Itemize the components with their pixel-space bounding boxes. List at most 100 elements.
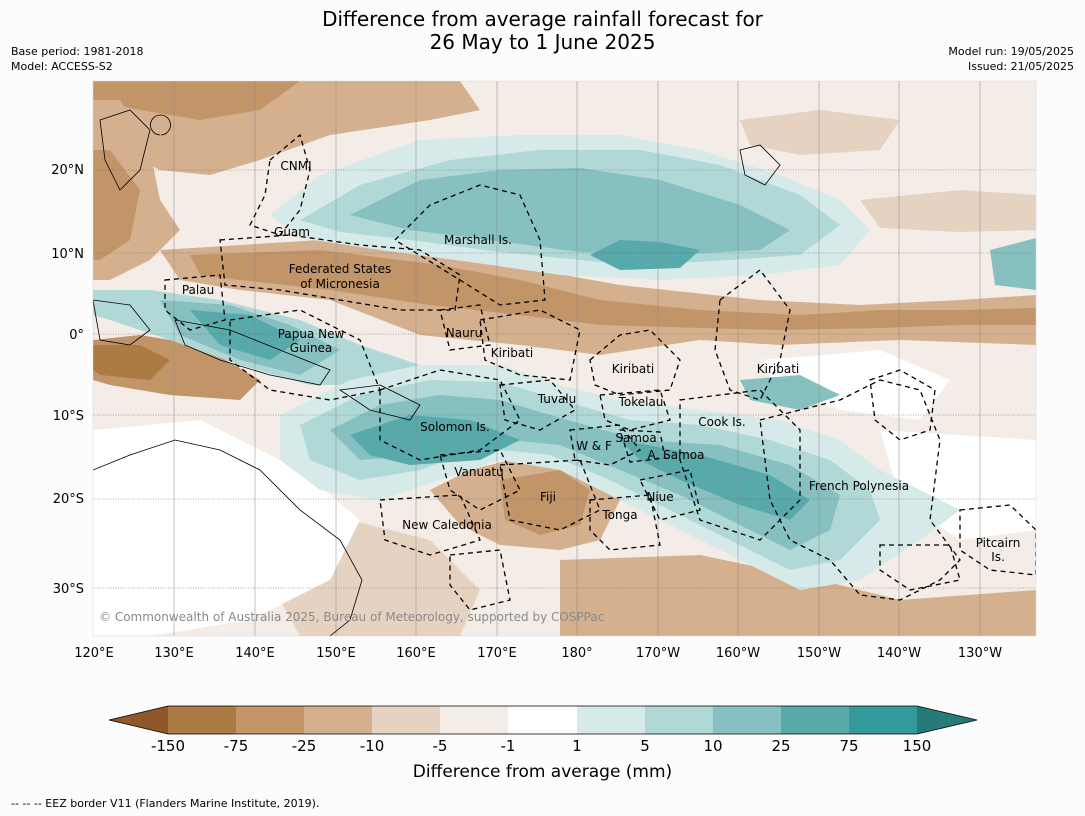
colorbar-left-extension	[109, 706, 168, 734]
label-fsm-2: of Micronesia	[300, 277, 380, 291]
colorbar-segment	[372, 706, 440, 734]
graticule	[173, 81, 981, 636]
colorbar-segment	[508, 706, 577, 734]
eez-marshall	[393, 184, 546, 306]
lon-tick-170e: 170°E	[477, 646, 517, 661]
meta-right: Model run: 19/05/2025 Issued: 21/05/2025	[948, 44, 1074, 74]
colorbar-tick: 5	[640, 737, 650, 755]
wet-band-north-4	[590, 240, 700, 270]
label-png-2: Guinea	[290, 341, 333, 355]
lon-tick-140e: 140°E	[235, 646, 275, 661]
longitude-ticks: 120°E 130°E 140°E 150°E 160°E 170°E 180°…	[74, 646, 1002, 661]
colorbar-right-extension	[917, 706, 977, 734]
lon-tick-120e: 120°E	[74, 646, 114, 661]
label-vanuatu: Vanuatu	[454, 465, 504, 479]
colorbar-segment	[304, 706, 372, 734]
colorbar-tick: -10	[360, 737, 385, 755]
dry-band-equatorial-strong	[190, 250, 1036, 330]
label-marshall: Marshall Is.	[444, 233, 512, 247]
eez-norfolk	[449, 549, 511, 611]
label-palau: Palau	[182, 283, 214, 297]
coastlines	[93, 109, 781, 636]
map-panel: CNMI Guam Marshall Is. Federated States …	[92, 80, 1037, 637]
label-pitcairn-1: Pitcairn	[976, 536, 1021, 550]
lat-tick-30s: 30°S	[53, 582, 84, 597]
eez-french-polynesia	[759, 379, 961, 601]
label-american-samoa: A. Samoa	[648, 448, 705, 462]
eez-kiribati-central	[589, 329, 681, 396]
base-period: Base period: 1981-2018	[11, 45, 144, 58]
title-line-2: 26 May to 1 June 2025	[429, 30, 656, 54]
map-title: Difference from average rainfall forecas…	[0, 8, 1085, 54]
place-labels: CNMI Guam Marshall Is. Federated States …	[182, 159, 1020, 564]
colorbar-outline	[108, 705, 978, 735]
eez-niue	[639, 469, 701, 521]
lat-tick-10s: 10°S	[53, 409, 84, 424]
wet-band-north-3	[350, 168, 790, 255]
colorbar-tick: -75	[224, 737, 249, 755]
label-tonga: Tonga	[601, 508, 637, 522]
rainfall-field: CNMI Guam Marshall Is. Federated States …	[93, 81, 1036, 636]
lon-tick-150e: 150°E	[316, 646, 356, 661]
latitude-lines	[93, 169, 1036, 589]
label-niue: Niue	[646, 490, 673, 504]
model-run: Model run: 19/05/2025	[948, 45, 1074, 58]
lon-tick-150w: 150°W	[797, 646, 841, 661]
colorbar-tick: 1	[572, 737, 582, 755]
map-frame	[92, 80, 1037, 637]
taiwan-coast	[150, 114, 171, 136]
lon-tick-160e: 160°E	[396, 646, 436, 661]
colorbar-tick: 10	[703, 737, 722, 755]
lon-tick-160w: 160°W	[716, 646, 760, 661]
lon-tick-170w: 170°W	[636, 646, 680, 661]
label-fsm-1: Federated States	[289, 262, 391, 276]
lon-tick-130e: 130°E	[154, 646, 194, 661]
colorbar	[108, 705, 978, 735]
australia-coast	[93, 439, 363, 636]
colorbar-tick: 75	[839, 737, 858, 755]
hawaii-coast	[739, 144, 781, 186]
normal-region-central	[760, 350, 950, 420]
eez-vanuatu	[439, 449, 521, 511]
colorbar-segment	[236, 706, 304, 734]
latitude-ticks: 20°N 10°N 0° 10°S 20°S 30°S	[51, 163, 84, 597]
dry-region-indonesia-strong	[93, 345, 170, 380]
colorbar-segment	[713, 706, 781, 734]
label-cook: Cook Is.	[698, 415, 745, 429]
label-guam: Guam	[274, 225, 310, 239]
new-guinea-coast	[174, 319, 331, 386]
title-line-1: Difference from average rainfall forecas…	[322, 7, 763, 31]
eez-samoa	[619, 429, 666, 463]
eez-marquesas	[869, 369, 936, 441]
label-tuvalu: Tuvalu	[537, 392, 577, 406]
eez-borders	[164, 133, 1036, 611]
wet-spcz-4b	[620, 440, 810, 520]
colorbar-tick: -1	[501, 737, 516, 755]
borneo-coast	[93, 299, 151, 346]
footnote: -- -- -- EEZ border V11 (Flanders Marine…	[11, 797, 320, 810]
dry-region-hawaii	[740, 110, 900, 155]
dry-region-philippines-strong	[93, 150, 140, 260]
issued-date: Issued: 21/05/2025	[967, 60, 1074, 73]
lat-tick-10n: 10°N	[51, 247, 84, 262]
colorbar-segment	[645, 706, 713, 734]
colorbar-label: Difference from average (mm)	[412, 762, 673, 782]
wet-region-far-east	[990, 238, 1036, 290]
colorbar-ticks: -150 -75 -25 -10 -5 -1 1 5 10 25 75 150	[151, 737, 931, 755]
colorbar-tick: 150	[903, 737, 932, 755]
label-kiribati-east: Kiribati	[757, 362, 799, 376]
eez-nauru	[439, 304, 491, 351]
dry-region-north-strong	[93, 81, 300, 120]
lon-tick-180: 180°	[561, 646, 592, 661]
eez-cnmi	[249, 133, 311, 236]
eez-tokelau	[599, 389, 671, 431]
philippines-coast	[99, 109, 151, 191]
eez-png	[229, 309, 381, 401]
copyright-text: © Commonwealth of Australia 2025, Bureau…	[99, 610, 604, 624]
label-wallis-futuna: W & F	[576, 439, 612, 453]
label-solomon: Solomon Is.	[420, 420, 490, 434]
label-tokelau: Tokelau	[618, 395, 664, 409]
colorbar-tick: -25	[292, 737, 317, 755]
solomon-coast	[338, 384, 421, 421]
